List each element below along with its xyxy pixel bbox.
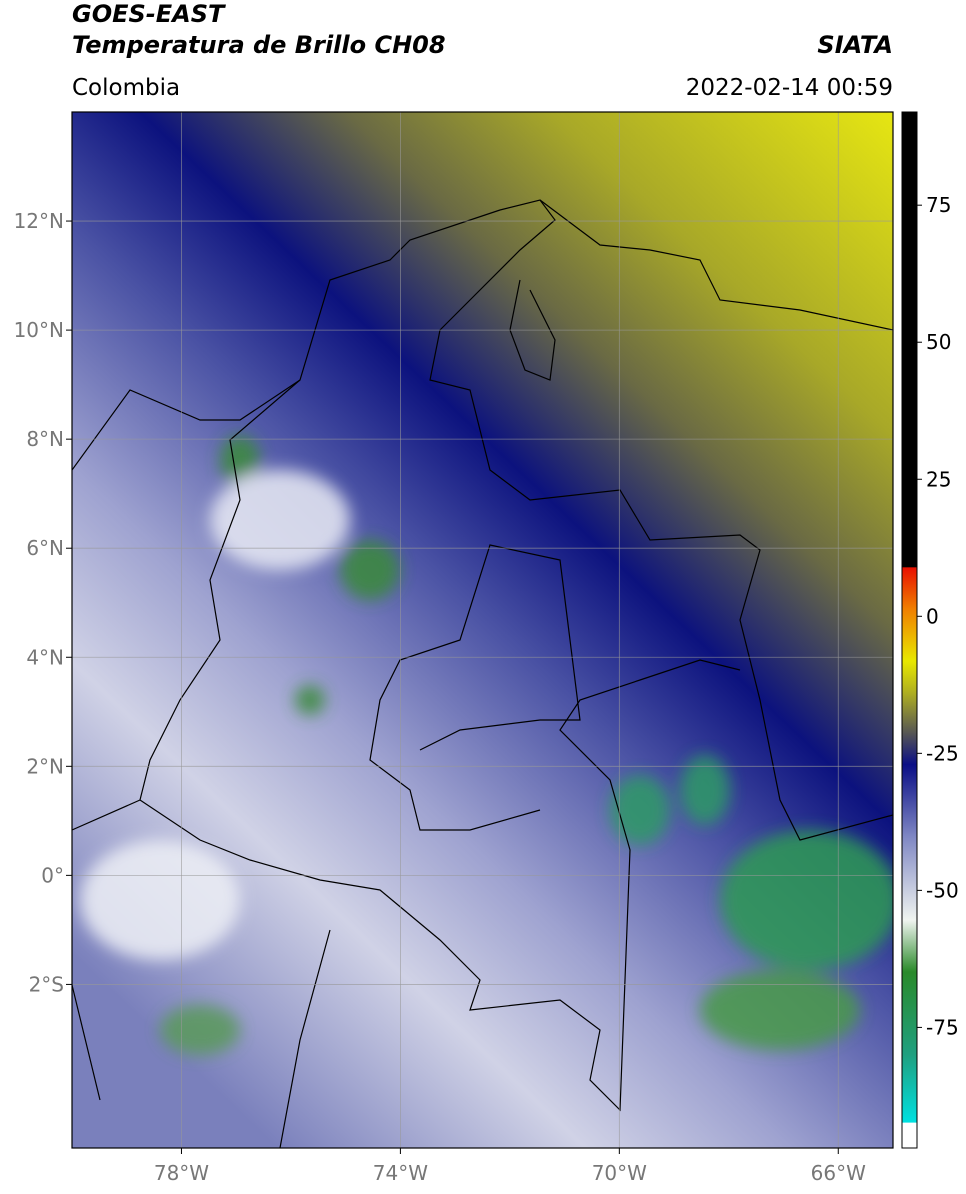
colorbar-tick-label: 25 (926, 467, 951, 491)
cloud-tops (80, 435, 893, 1055)
colorbar-tick-label: 50 (926, 330, 951, 354)
map-frame (71, 111, 894, 1149)
x-tick-label: 66°W (811, 1161, 866, 1185)
colorbar-tick-label: 0 (926, 604, 939, 628)
y-tick-label: 2°N (26, 754, 64, 778)
datetime: 2022-02-14 00:59 (686, 75, 893, 101)
y-tick-label: 12°N (14, 209, 64, 233)
grid (72, 112, 893, 1148)
y-tick-label: 6°N (26, 536, 64, 560)
x-tick-label: 70°W (592, 1161, 647, 1185)
colorbar-tick-label: 75 (926, 193, 951, 217)
colorbar-tick-label: -50 (926, 878, 959, 902)
y-tick-label: 0° (41, 863, 64, 887)
colorbar (901, 111, 918, 1149)
colorbar-tick-label: -25 (926, 741, 959, 765)
y-tick-label: 2°S (29, 972, 64, 996)
y-tick-label: 10°N (14, 318, 64, 342)
region: Colombia (72, 75, 180, 101)
imagery (72, 112, 893, 1148)
y-tick-label: 4°N (26, 645, 64, 669)
title: GOES-EAST (72, 0, 226, 28)
colorbar-tick-label: -75 (926, 1015, 959, 1039)
y-tick-label: 8°N (26, 427, 64, 451)
x-tick-label: 74°W (373, 1161, 428, 1185)
source: SIATA (817, 31, 893, 59)
subtitle: Temperatura de Brillo CH08 (72, 31, 446, 59)
x-tick-label: 78°W (154, 1161, 209, 1185)
